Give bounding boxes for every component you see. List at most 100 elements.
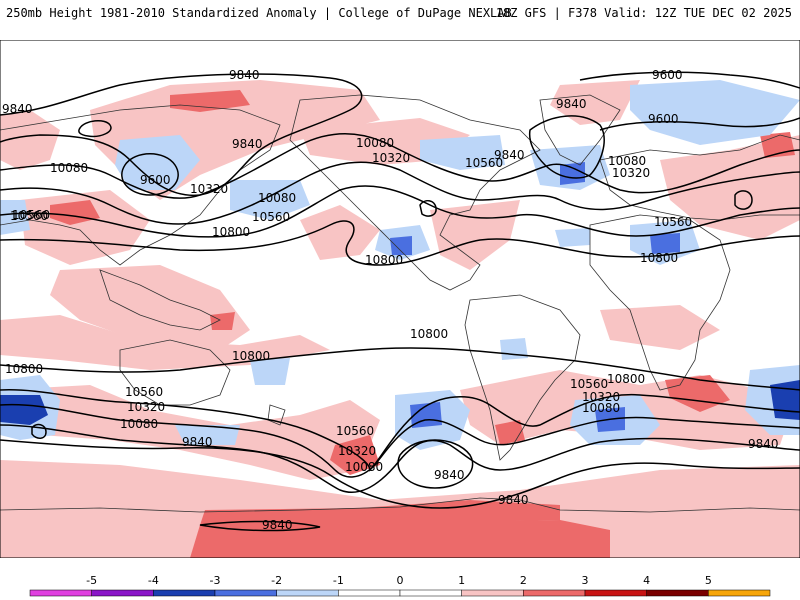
shade-pos1: [300, 205, 380, 260]
contour-label: 10800: [607, 372, 645, 386]
coastline-north-america: [289, 94, 541, 291]
shade-pos1: [660, 135, 800, 240]
contour-label: 9840: [434, 468, 465, 482]
contour-label-group: 9840 9600 9840 9600 9840 9840 10080 9600…: [2, 68, 779, 532]
shade-pos2: [190, 520, 610, 558]
contour-label: 10560: [125, 385, 163, 399]
shade-neg1: [250, 358, 290, 385]
coastline-south-america: [464, 294, 581, 461]
shade-neg3: [0, 395, 48, 425]
colorbar-tick-label: 0: [397, 574, 404, 587]
map-title: 250mb Height 1981-2010 Standardized Anom…: [6, 6, 512, 20]
colorbar-tick-label: 3: [582, 574, 589, 587]
contour-label: 10560: [12, 208, 50, 222]
contour-label: 10080: [356, 136, 394, 150]
contour-10800-sh: [0, 347, 800, 391]
shade-pos1: [50, 265, 250, 350]
shade-neg1: [0, 200, 30, 235]
contour-label: 10800: [410, 327, 448, 341]
colorbar-bin: [153, 589, 216, 597]
contour-10080-sh: [0, 424, 800, 494]
colorbar-tick-label: -1: [333, 574, 344, 587]
contour-label: 10320: [190, 182, 228, 196]
colorbar-tick-label: -4: [148, 574, 159, 587]
shade-pos2: [200, 500, 560, 526]
contour-label: 9840: [229, 68, 260, 82]
shade-pos1: [0, 315, 330, 370]
strong-positive-anomaly-shading: [50, 90, 795, 558]
contour-label: 10560: [570, 377, 608, 391]
contour-label: 9840: [262, 518, 293, 532]
contour-label: 10560: [336, 424, 374, 438]
anomaly-map: 9840 9600 9840 9600 9840 9840 10080 9600…: [0, 40, 800, 558]
contour-label: 9840: [556, 97, 587, 111]
shade-neg2: [390, 236, 412, 255]
shade-neg1: [175, 425, 240, 445]
contour-label: 10080: [582, 401, 620, 415]
contour-label: 9840: [232, 137, 263, 151]
coastline-new-zealand: [267, 404, 286, 426]
contour-label: 10320: [612, 166, 650, 180]
coastline-se-asia: [99, 269, 221, 331]
shade-pos2: [210, 312, 235, 330]
shade-pos1: [600, 305, 720, 350]
contour-9840-atlantic: [528, 115, 605, 179]
colorbar-bin: [214, 589, 277, 597]
contour-10080-nh: [0, 133, 800, 199]
contour-label: 9840: [494, 148, 525, 162]
coastline-antarctica: [0, 497, 800, 513]
contour-label: 9840: [498, 493, 529, 507]
contour-label: 10560: [252, 210, 290, 224]
coastline-asia: [0, 104, 281, 266]
shade-neg1: [630, 80, 800, 145]
shade-pos2: [495, 420, 525, 445]
coastline-africa: [589, 214, 731, 391]
contour-label: 9600: [648, 112, 679, 126]
colorbar-tick-label: 5: [705, 574, 712, 587]
colorbar-bin: [523, 589, 586, 597]
shade-pos2: [170, 90, 250, 112]
contour-10560-nh: [0, 185, 800, 238]
contour-label: 10800: [640, 251, 678, 265]
height-contours: [0, 71, 800, 532]
colorbar-tick-label: 4: [643, 574, 650, 587]
contour-label: 10800: [5, 362, 43, 376]
coastlines: [0, 94, 800, 513]
contour-label: 10320: [127, 400, 165, 414]
contour-label: 9600: [140, 173, 171, 187]
colorbar-bin: [276, 589, 339, 597]
contour-10320-sh: [0, 403, 800, 478]
colorbar-ticks: -5 -4 -3 -2 -1 0 1 2 3 4 5: [86, 574, 712, 587]
contour-label: 9840: [182, 435, 213, 449]
colorbar-bin: [338, 589, 401, 597]
colorbar-tick-label: 2: [520, 574, 527, 587]
coastline-australia: [119, 339, 231, 406]
contour-9600-arctic: [579, 71, 800, 89]
colorbar-bin: [91, 589, 154, 597]
contour-ring-sh-west: [31, 423, 47, 439]
shade-neg1: [555, 228, 590, 247]
coastline-europe: [599, 134, 800, 221]
contour-9840-sh-loop: [397, 439, 474, 489]
shade-neg2: [560, 162, 585, 185]
colorbar-tick-label: -3: [210, 574, 221, 587]
coastline-greenland: [539, 94, 621, 166]
colorbar-tick-label: -5: [86, 574, 97, 587]
shade-neg2: [650, 233, 680, 254]
contour-9600-low: [121, 153, 179, 196]
colorbar-bin: [399, 589, 462, 597]
colorbar-bin: [708, 589, 771, 597]
colorbar-bin: [461, 589, 524, 597]
shade-neg1: [420, 135, 505, 170]
contour-label: 10560: [10, 209, 48, 223]
shade-neg1: [500, 338, 528, 360]
contour-label: 10320: [338, 444, 376, 458]
contour-label: 9840: [2, 102, 33, 116]
contour-9600-europe: [599, 117, 800, 131]
colorbar-tick-label: -2: [271, 574, 282, 587]
contour-9840-antarctic: [199, 520, 321, 532]
colorbar: -5 -4 -3 -2 -1 0 1 2 3 4 5: [29, 574, 771, 597]
contour-9840-nh-west: [0, 73, 363, 197]
shade-neg1: [230, 180, 310, 220]
contour-9840-small-ring: [78, 120, 112, 138]
